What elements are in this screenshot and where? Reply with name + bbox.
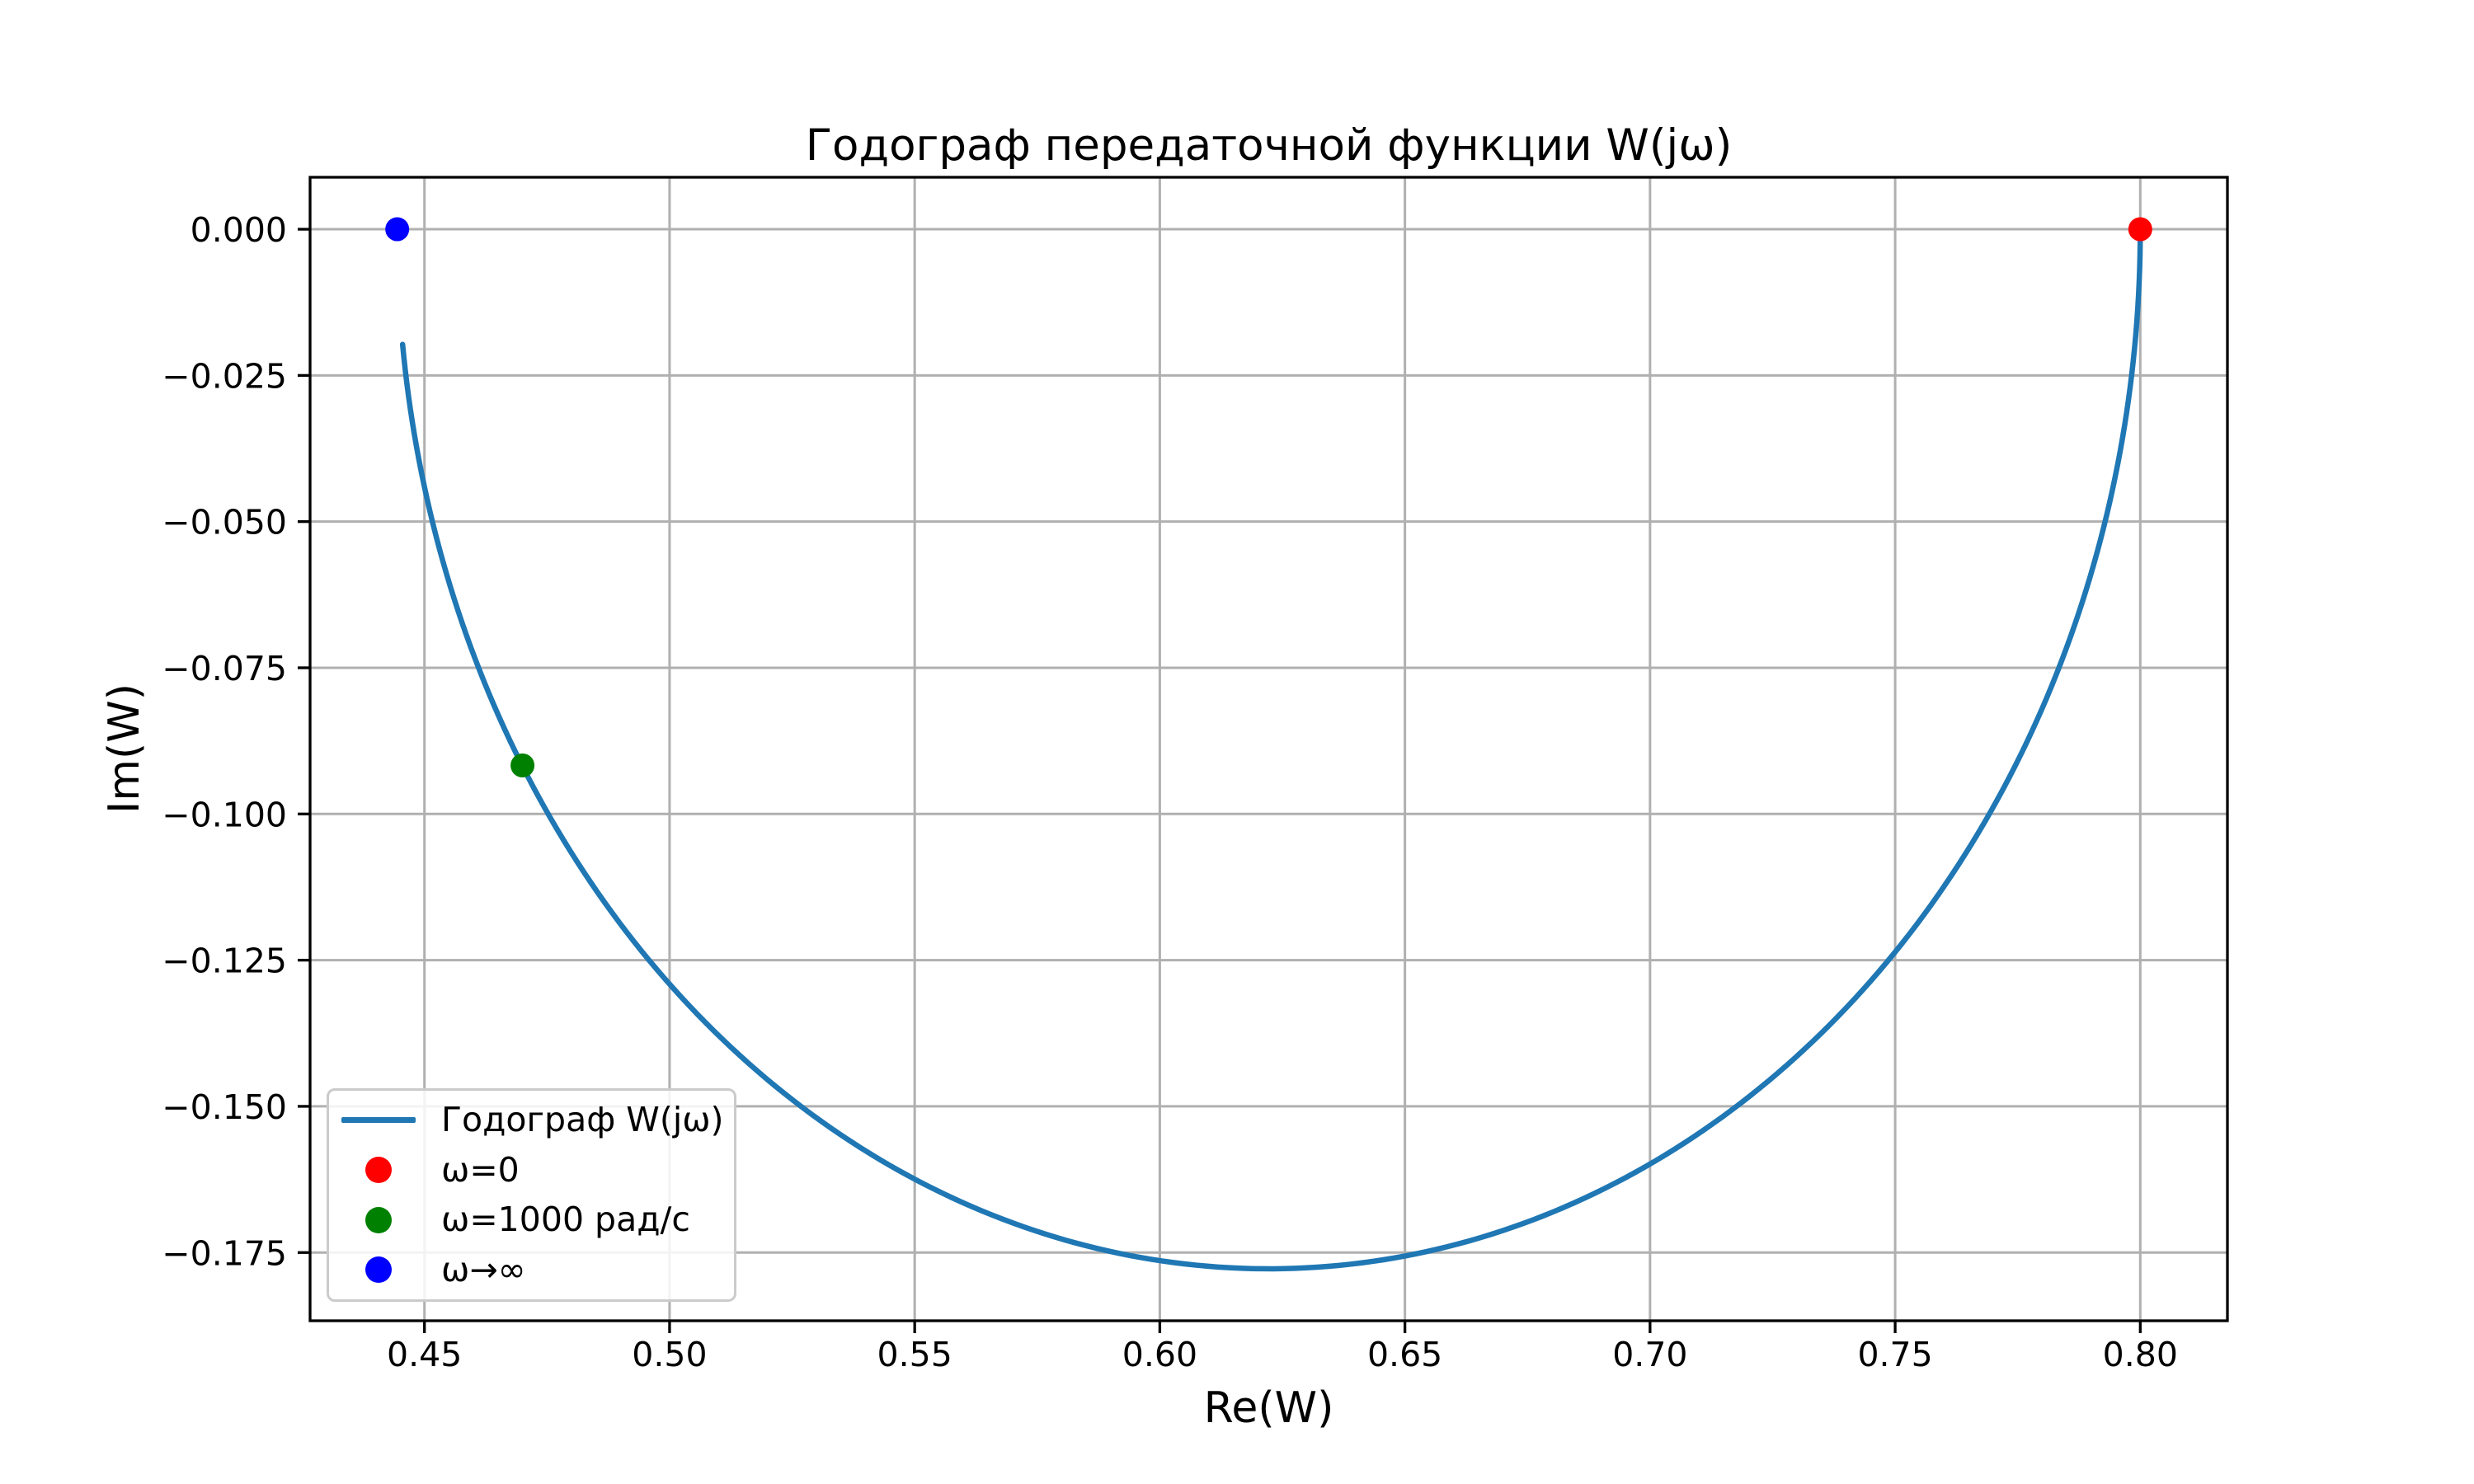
y-tick-label: 0.000 [190, 210, 287, 250]
chart-title: Годограф передаточной функции W(jω) [805, 120, 1733, 171]
y-tick-label: −0.150 [162, 1087, 287, 1127]
x-axis-label: Re(W) [1203, 1383, 1334, 1433]
legend-label-omega-0: ω=0 [441, 1149, 520, 1190]
legend-dot-omega-inf-swatch [341, 1256, 416, 1284]
legend-label-hodograph: Годограф W(jω) [441, 1100, 724, 1140]
x-tick-label: 0.60 [1122, 1335, 1197, 1374]
legend-line-swatch [341, 1117, 416, 1124]
x-tick-label: 0.55 [877, 1335, 952, 1374]
y-tick-label: −0.050 [162, 503, 287, 542]
x-tick-label: 0.75 [1857, 1335, 1932, 1374]
axes-spines [308, 176, 2229, 1322]
legend-dot-omega-1000-swatch [341, 1206, 416, 1233]
x-tick-label: 0.50 [632, 1335, 707, 1374]
y-tick-label: −0.175 [162, 1233, 287, 1273]
legend-dot-omega-0-swatch [341, 1157, 416, 1184]
x-tick-label: 0.70 [1612, 1335, 1687, 1374]
x-tick-label: 0.80 [2103, 1335, 2178, 1374]
legend-item-omega-inf: ω→∞ [329, 1247, 734, 1292]
y-tick-label: −0.075 [162, 649, 287, 688]
y-tick-label: −0.025 [162, 356, 287, 396]
legend: Годограф W(jω) ω=0 ω=1000 рад/с ω→∞ [327, 1088, 736, 1302]
y-tick-label: −0.125 [162, 942, 287, 981]
legend-item-hodograph: Годограф W(jω) [329, 1098, 734, 1143]
marker-omega-1000 [510, 753, 535, 777]
legend-item-omega-0: ω=0 [329, 1148, 734, 1192]
legend-item-omega-1000: ω=1000 рад/с [329, 1198, 734, 1242]
hodograph-curve [399, 226, 2143, 1272]
y-axis-label: Im(W) [100, 683, 149, 814]
x-tick-label: 0.45 [387, 1335, 462, 1374]
legend-label-omega-1000: ω=1000 рад/с [441, 1200, 690, 1240]
marker-omega-0 [2128, 217, 2152, 242]
legend-label-omega-inf: ω→∞ [441, 1249, 526, 1289]
x-tick-label: 0.65 [1367, 1335, 1442, 1374]
y-tick-label: −0.100 [162, 795, 287, 834]
marker-omega-inf [385, 217, 410, 242]
